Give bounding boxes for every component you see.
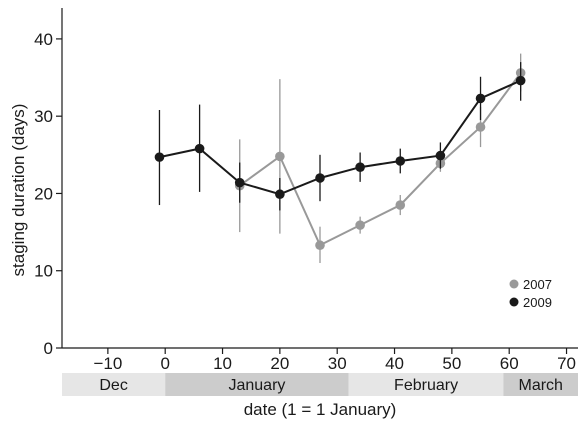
month-band — [503, 373, 578, 396]
data-point — [475, 122, 486, 132]
series-line — [159, 79, 522, 196]
data-point — [355, 162, 365, 172]
month-band — [165, 373, 349, 396]
month-label: March — [519, 377, 563, 394]
y-tick-label: 10 — [34, 262, 53, 281]
x-tick-label: 50 — [442, 354, 461, 373]
y-axis-title: staging duration (days) — [9, 104, 28, 277]
series-layer — [154, 53, 526, 263]
legend-label: 2009 — [523, 295, 552, 310]
data-point — [475, 93, 486, 104]
data-point — [355, 220, 365, 230]
month-band — [62, 373, 166, 396]
y-tick-label: 20 — [34, 184, 53, 203]
legend-marker — [509, 297, 519, 307]
series-2009 — [154, 62, 526, 211]
data-point — [194, 143, 205, 154]
x-tick-label: −10 — [93, 354, 122, 373]
x-axis: −10 0 10 20 30 40 50 60 70 — [93, 348, 576, 373]
x-tick-label: 10 — [213, 354, 232, 373]
x-axis-title: date (1 = 1 January) — [244, 400, 397, 419]
x-tick-label: 60 — [500, 354, 519, 373]
month-label: February — [394, 377, 458, 394]
y-tick-label: 0 — [44, 339, 53, 358]
legend: 2007 2009 — [509, 277, 552, 310]
data-point — [515, 75, 526, 86]
month-label: Dec — [99, 377, 127, 394]
x-tick-label: 70 — [557, 354, 576, 373]
y-axis: 0 10 20 30 40 — [34, 30, 62, 358]
x-tick-label: 0 — [160, 354, 169, 373]
series-line — [239, 72, 522, 247]
plot-frame — [61, 8, 578, 349]
x-tick-label: 40 — [385, 354, 404, 373]
series-2007 — [234, 53, 526, 263]
month-bar: Dec January February March — [62, 373, 578, 396]
legend-label: 2007 — [523, 277, 552, 292]
month-band — [348, 373, 504, 396]
x-tick-label: 30 — [328, 354, 347, 373]
data-point — [315, 240, 325, 251]
data-point — [234, 177, 245, 188]
data-point — [395, 156, 406, 166]
data-point — [275, 189, 285, 200]
y-tick-label: 40 — [34, 30, 53, 49]
data-point — [395, 200, 406, 210]
data-point — [435, 150, 446, 161]
data-point — [154, 152, 165, 162]
y-tick-label: 30 — [34, 107, 53, 126]
month-label: January — [228, 377, 285, 394]
data-point — [315, 173, 325, 183]
x-tick-label: 20 — [270, 354, 289, 373]
legend-marker — [509, 279, 519, 289]
data-point — [275, 151, 285, 162]
